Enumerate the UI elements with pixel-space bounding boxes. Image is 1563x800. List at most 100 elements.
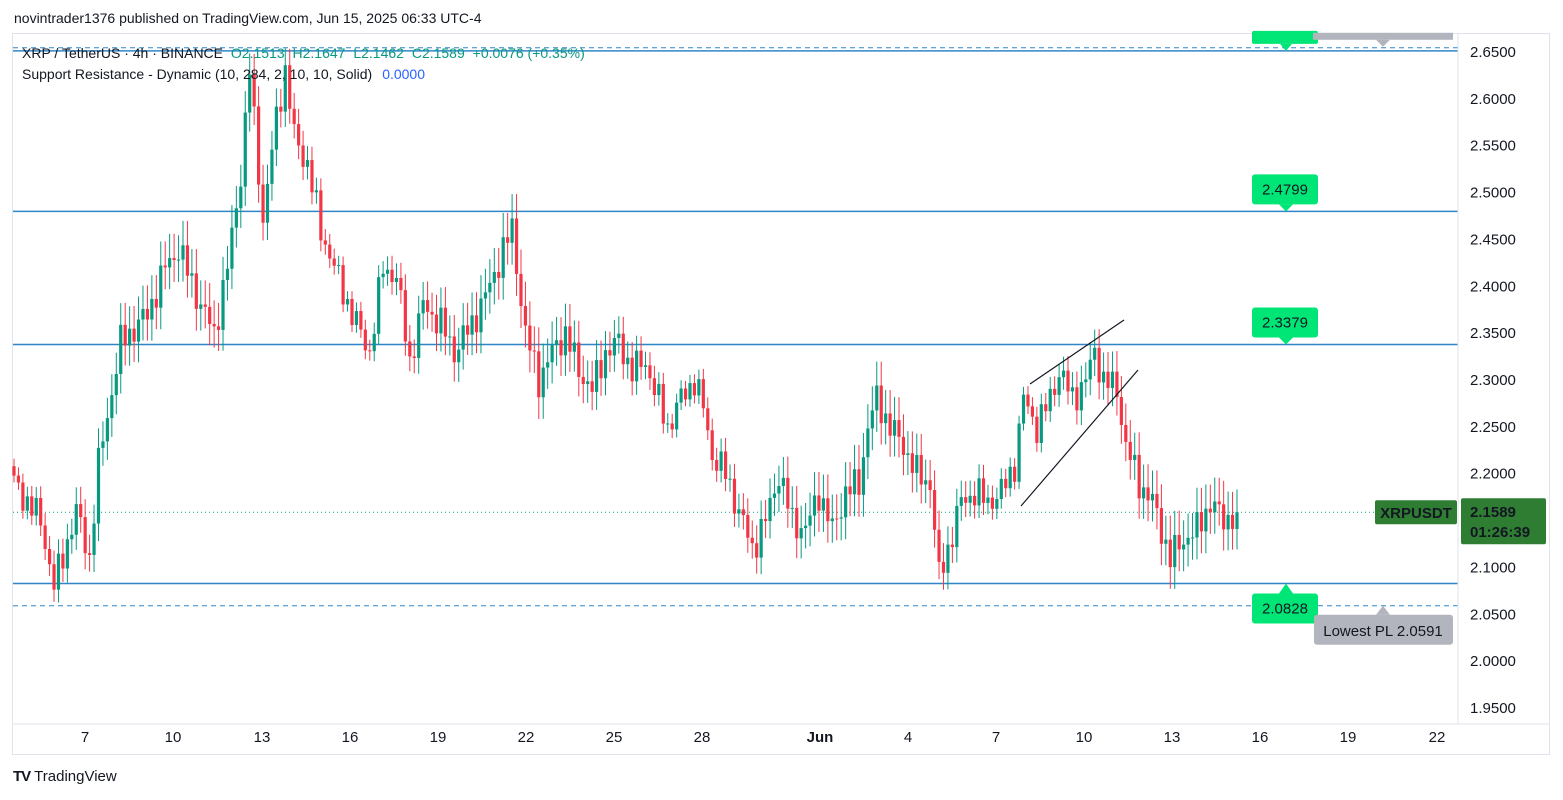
footer[interactable]: TV TradingView [13,768,117,785]
candle-body [385,269,390,274]
candle-body [154,298,158,308]
candle-body [750,537,754,544]
candle-body [448,336,452,338]
price-tick-label: 2.2500 [1470,419,1516,436]
candle-body [403,290,407,342]
candle-body [755,543,759,558]
candle-body [1035,416,1039,443]
candle-body [1017,423,1021,482]
candle-body [1115,371,1119,397]
candle-body [612,337,616,356]
current-price-box[interactable] [1461,498,1546,545]
candle-body [159,265,163,308]
candle-body [408,341,412,357]
candle-body [323,240,327,245]
candle-body [523,306,528,326]
candle-body [470,315,474,335]
candle-body [43,525,47,549]
time-tick-label: 22 [1429,729,1446,746]
candle-body [248,74,252,113]
time-tick-label: 28 [694,729,711,746]
candle-body [363,329,367,351]
symbol-tag-text: XRPUSDT [1380,505,1452,522]
candle-body [105,418,109,442]
candle-body [741,509,745,516]
candle-body [635,350,639,382]
time-tick-label: 7 [81,729,89,746]
candle-body [497,271,501,278]
level-tag-text: 2.4799 [1262,181,1308,198]
candle-body [194,273,198,309]
candle-body [732,478,737,514]
candle-body [559,340,563,356]
candle-body [123,324,127,346]
candle-body [176,259,181,261]
candle-body [1070,387,1075,392]
candle-body [421,300,425,314]
level-tag-pointer [1279,337,1293,345]
candle-body [1213,501,1217,513]
candle-body [47,548,52,565]
candle-body [892,420,897,436]
price-tick-label: 2.6000 [1470,91,1516,108]
candle-body [990,497,994,509]
candle-body [506,237,510,243]
candle-body [261,184,265,223]
candle-body [381,273,385,278]
price-tick-label: 2.6500 [1470,44,1516,61]
candle-body [70,534,74,540]
candle-body [719,451,723,471]
candle-body [884,413,888,424]
candle-body [466,325,470,335]
candle-body [821,498,826,511]
time-tick-label: 19 [1340,729,1357,746]
candle-body [288,65,292,109]
candle-body [1030,406,1035,417]
level-tag-text: 2.3379 [1262,314,1308,331]
price-tick-label: 2.0000 [1470,653,1516,670]
candle-body [692,383,697,396]
indicator-legend[interactable]: Support Resistance - Dynamic (10, 284, 2… [22,66,429,82]
candle-body [16,475,21,483]
level-price-tag [1252,593,1318,624]
candle-body [568,326,572,352]
candle-body [412,356,416,358]
trendline-upper[interactable] [1029,319,1125,385]
candle-body [341,265,345,305]
candle-body [12,466,16,476]
candle-body [679,388,683,403]
price-tick-label: 2.5000 [1470,185,1516,202]
candle-body [1146,487,1150,501]
candle-body [439,307,443,334]
candle-body [377,277,381,334]
candle-body [541,367,545,398]
candle-body [848,486,852,495]
candle-body [399,277,403,291]
candle-body [488,282,492,293]
candle-body [955,505,959,548]
candle-body [959,497,963,506]
candle-body [799,528,803,539]
candle-body [1004,478,1008,489]
candle-body [1039,404,1043,443]
candle-body [603,350,608,379]
candle-body [319,190,323,241]
candle-body [888,413,892,436]
time-tick-label: 16 [1252,729,1269,746]
candle-body [817,495,821,511]
chart-frame[interactable] [12,33,1550,755]
candle-body [74,504,78,535]
candle-body [928,480,932,491]
trendline-lower[interactable] [1020,369,1139,507]
candle-body [119,324,123,374]
candle-body [21,482,25,511]
candle-body [795,507,799,539]
candle-body [203,304,207,307]
candle-body [852,469,857,495]
candle-body [1057,377,1061,395]
candle-body [30,496,34,516]
candle-body [519,273,523,307]
candle-body [265,183,270,223]
candle-body [39,497,43,526]
